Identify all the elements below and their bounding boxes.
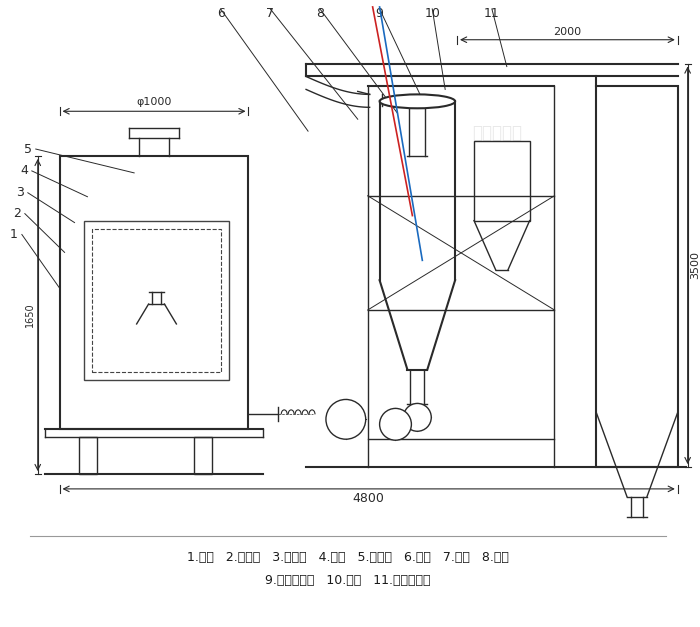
Text: 8: 8 (316, 7, 324, 20)
Text: 10: 10 (424, 7, 440, 20)
Text: 7: 7 (266, 7, 274, 20)
Circle shape (403, 403, 431, 431)
Text: 1650: 1650 (25, 303, 35, 327)
Bar (474, 141, 530, 221)
Bar (92, 228, 220, 372)
Text: 9: 9 (376, 7, 384, 20)
Circle shape (379, 408, 412, 440)
Text: 3500: 3500 (691, 251, 700, 279)
Text: 9.旋风分离器   10.支架   11.布袋除尘器: 9.旋风分离器 10.支架 11.布袋除尘器 (265, 574, 430, 587)
Text: 11: 11 (484, 7, 500, 20)
Bar (194, 437, 211, 474)
Text: 6: 6 (217, 7, 225, 20)
Bar (85, 221, 229, 379)
Text: 4: 4 (20, 164, 28, 177)
Text: 2000: 2000 (553, 27, 582, 37)
Text: 1.底座   2.回风道   3.激振器   4.筛网   5.进料斗   6.风机   7.绞龙   8.料仓: 1.底座 2.回风道 3.激振器 4.筛网 5.进料斗 6.风机 7.绞龙 8.… (187, 551, 509, 564)
Text: 2: 2 (13, 207, 21, 220)
Bar (596, 87, 678, 467)
Text: 1: 1 (10, 228, 18, 241)
Circle shape (326, 399, 365, 439)
Text: 达力汉机械: 达力汉机械 (472, 124, 522, 142)
Text: 5: 5 (24, 142, 32, 155)
Bar (60, 156, 248, 429)
Text: 3: 3 (16, 186, 24, 199)
Text: φ1000: φ1000 (136, 97, 172, 107)
Text: 4800: 4800 (353, 492, 384, 505)
Bar (80, 437, 97, 474)
Ellipse shape (379, 95, 455, 108)
